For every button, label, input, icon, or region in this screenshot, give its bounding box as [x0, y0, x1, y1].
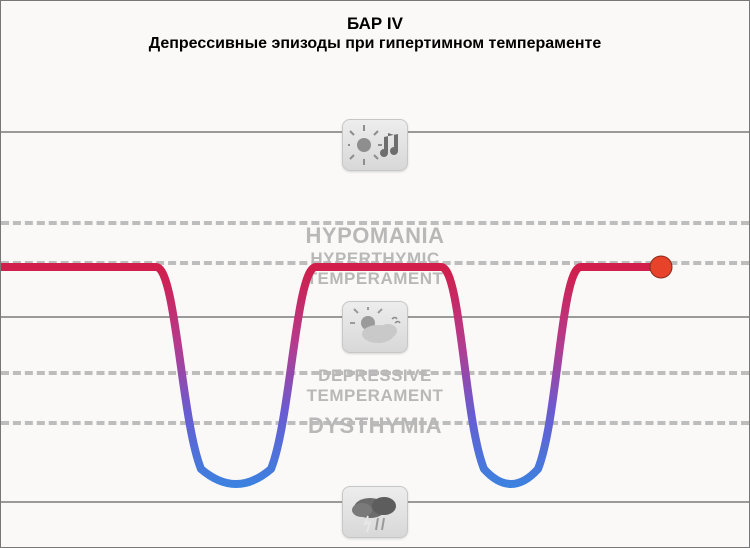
- end-marker: [650, 256, 672, 278]
- title-block: БАР IV Депрессивные эпизоды при гипертим…: [1, 1, 749, 54]
- title-sub: Депрессивные эпизоды при гипертимном тем…: [1, 34, 749, 54]
- title-main: БАР IV: [1, 13, 749, 34]
- diagram-frame: БАР IV Депрессивные эпизоды при гипертим…: [0, 0, 750, 548]
- chart-area: HYPOMANIAHYPERTHYMIC TEMPERAMENTDEPRESSI…: [1, 91, 749, 537]
- mood-curve: [1, 91, 750, 539]
